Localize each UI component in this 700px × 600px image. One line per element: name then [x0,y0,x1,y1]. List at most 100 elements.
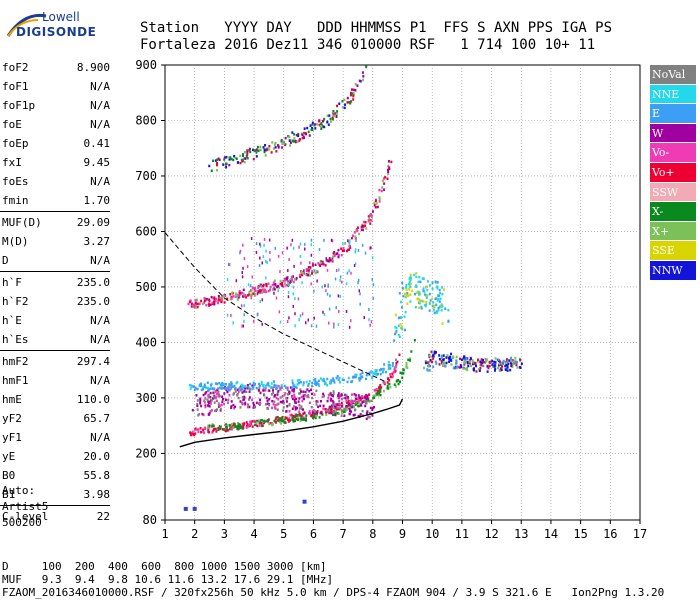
echo-point [219,424,222,428]
echo-point [243,395,246,399]
spread-point [256,313,259,317]
echo-point [438,357,441,361]
echo-point [319,261,322,265]
spread-point [323,313,326,317]
echo-point [241,401,244,405]
echo-point [233,154,236,158]
echo-point [296,140,299,143]
echo-point [367,415,370,419]
echo-point [292,414,295,418]
echo-point [378,387,381,390]
echo-point [330,406,333,410]
echo-point [305,380,308,384]
echo-point [405,286,408,289]
echo-point [224,387,227,390]
echo-point [243,396,246,400]
echo-point [311,392,314,396]
echo-point [458,366,461,369]
echo-point [408,357,411,360]
echo-point [311,396,314,400]
echo-point [282,399,285,403]
param-divider [0,350,110,351]
echo-point [510,359,513,363]
echo-point [335,407,338,411]
echo-point [311,381,314,385]
echo-point [372,394,375,397]
header-line2: Fortaleza 2016 Dez11 346 010000 RSF 1 71… [140,37,596,53]
echo-point [386,381,389,384]
echo-point [217,395,220,398]
echo-point [289,141,292,144]
spread-point [337,268,340,272]
echo-point [514,356,517,360]
echo-point [314,127,317,130]
param-row: fmin 1.70 [0,191,110,210]
echo-point [336,375,339,378]
echo-point [421,299,424,303]
parameters-panel: foF2 8.900 foF1 N/A foF1p N/A foE N/A foEp 0.41 fx… [0,58,110,526]
echo-point [300,270,303,273]
echo-point [365,411,368,415]
echo-point [429,358,432,362]
echo-point [296,414,299,417]
echo-point [358,404,361,408]
echo-point [413,339,416,342]
echo-point [299,273,302,277]
echo-point [282,409,285,412]
echo-point [393,367,396,370]
echo-point [211,387,214,390]
spread-point [251,286,254,290]
echo-point [248,387,251,390]
echo-point [235,381,238,385]
echo-point [497,366,500,370]
echo-point [380,367,383,371]
echo-point [491,363,494,366]
echo-point [435,351,438,354]
echo-point [331,399,334,403]
echo-point [354,399,357,403]
echo-point [214,409,217,413]
ionogram-chart: 1 2 3 4 5 6 7 8 9 10 11 12 13 14 15 16 17802003004005006… [135,58,647,541]
spread-point [286,319,289,323]
echo-point [463,355,466,358]
echo-point [296,379,299,382]
echo-point [243,157,246,160]
echo-point [268,403,271,407]
echo-point [367,219,370,222]
echo-point [220,300,223,304]
echo-point [349,400,352,403]
echo-point [331,111,334,115]
spread-point [227,262,230,266]
echo-point [332,390,335,393]
echo-point [409,273,412,277]
echo-point [236,161,239,164]
echo-point [267,289,270,293]
spread-point [358,289,361,293]
echo-point [305,414,308,417]
echo-point [418,291,421,294]
echo-point [272,391,275,395]
echo-point [217,157,220,160]
echo-point [241,388,244,391]
echo-point [300,395,303,399]
spread-point [255,250,258,254]
echo-point [387,160,390,163]
y-tick-label: 200 [135,446,157,460]
echo-point [370,399,373,403]
echo-point [404,328,407,332]
echo-point [425,300,428,304]
echo-point [232,158,235,162]
echo-point [263,288,266,291]
spread-point [300,261,302,265]
echo-point [217,426,220,430]
spread-point [250,237,253,241]
echo-point [480,363,483,367]
echo-point [438,354,441,357]
echo-point [468,360,471,363]
spread-point [261,298,264,302]
echo-point [206,381,209,384]
echo-point [426,361,429,364]
echo-point [378,197,381,201]
echo-point [316,381,319,384]
legend-item: NNW [650,260,696,281]
